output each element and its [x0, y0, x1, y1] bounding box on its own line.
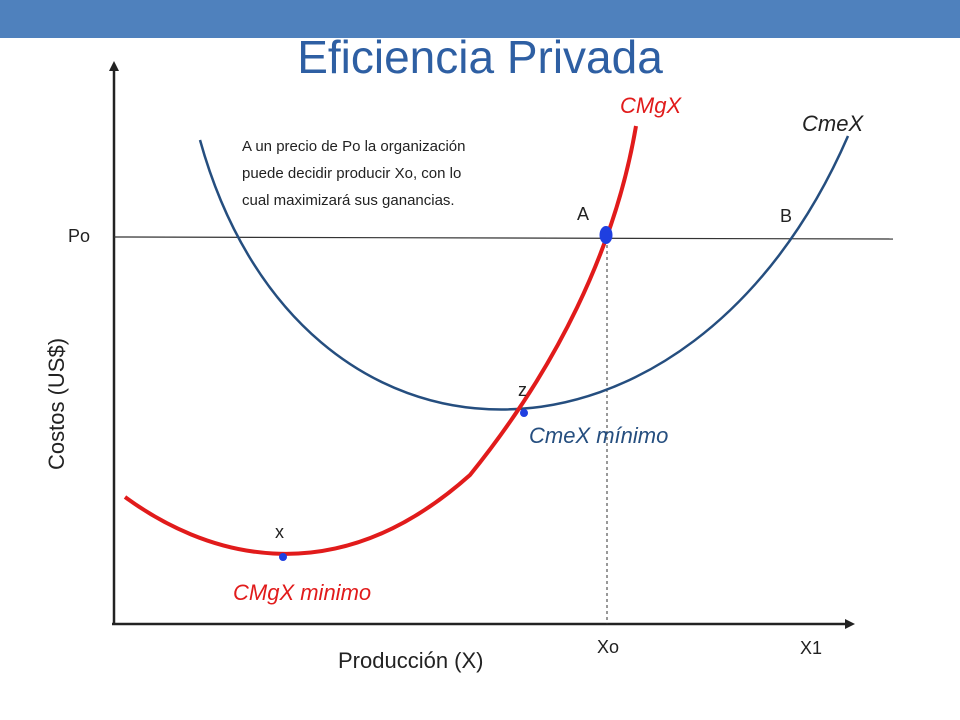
cmex-label: CmeX: [802, 111, 864, 136]
price-line-po: [113, 236, 894, 240]
cmgx-curve: [123, 125, 638, 556]
x1-label: X1: [800, 638, 822, 658]
point-a-marker: [599, 226, 613, 244]
point-x-marker: [279, 553, 287, 561]
slide-title: Eficiencia Privada: [297, 31, 663, 83]
po-label: Po: [68, 226, 90, 246]
annotation-line-2: puede decidir producir Xo, con lo: [242, 165, 461, 182]
cmgx-min-label: CMgX minimo: [233, 580, 371, 605]
annotation-line-3: cual maximizará sus ganancias.: [242, 192, 455, 209]
top-accent-bar: [0, 0, 960, 38]
x-axis-title: Producción (X): [338, 648, 484, 673]
y-axis-title: Costos (US$): [44, 338, 69, 470]
point-b-label: B: [780, 206, 792, 226]
point-z-marker: [520, 409, 528, 417]
point-a-label: A: [577, 204, 589, 224]
xo-label: Xo: [597, 637, 619, 657]
cmgx-label: CMgX: [620, 93, 682, 118]
annotation-line-1: A un precio de Po la organización: [242, 138, 465, 155]
annotation-text: A un precio de Po la organización puede …: [242, 138, 470, 209]
cmex-curve: [198, 135, 850, 411]
point-z-label: z: [518, 380, 527, 400]
point-x-label: x: [275, 522, 284, 542]
cmex-min-label: CmeX mínimo: [529, 423, 668, 448]
